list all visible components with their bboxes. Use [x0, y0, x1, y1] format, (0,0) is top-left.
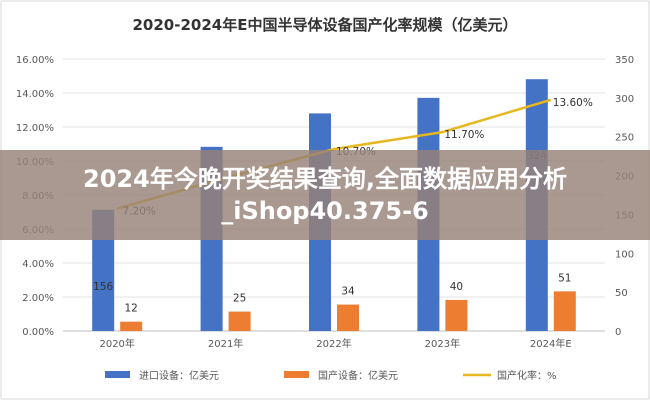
bar [553, 291, 576, 331]
y-left-tick-label: 16.00% [16, 55, 54, 66]
legend-swatch [105, 371, 130, 378]
y-right-tick-label: 350 [615, 55, 634, 66]
bar-data-label: 40 [450, 281, 463, 293]
y-right-tick-label: 250 [615, 133, 634, 144]
bar [445, 299, 468, 331]
y-left-tick-label: 4.00% [22, 259, 54, 270]
overlay-banner-text: 2024年今晚开奖结果查询,全面数据应用分析_iShop40.375-6 [83, 165, 567, 225]
bar [337, 304, 359, 331]
y-right-tick-label: 100 [615, 249, 634, 260]
x-tick-label: 2020年 [99, 337, 134, 350]
y-right-tick-label: 50 [615, 288, 628, 299]
chart-title: 2020-2024年E中国半导体设备国产化率规模（亿美元） [133, 16, 518, 34]
bar-data-label: 34 [341, 286, 355, 298]
y-left-tick-label: 0.00% [22, 327, 54, 338]
line-data-label: 11.70% [444, 129, 484, 141]
x-tick-label: 2021年 [208, 337, 243, 350]
bar-data-label: 156 [93, 281, 113, 293]
x-tick-label: 2023年 [425, 337, 460, 350]
line-data-label: 13.60% [553, 97, 593, 109]
legend-swatch [284, 371, 309, 378]
y-left-tick-label: 14.00% [16, 89, 54, 100]
bar-data-label: 12 [125, 303, 138, 315]
y-right-tick-label: 300 [615, 94, 634, 105]
y-left-tick-label: 2.00% [22, 293, 54, 304]
bar [92, 209, 115, 331]
bar [120, 321, 143, 331]
bar [228, 311, 251, 331]
x-tick-label: 2024年E [530, 337, 572, 350]
bar-data-label: 51 [558, 272, 571, 284]
bar-data-label: 25 [233, 293, 246, 305]
y-right-tick-label: 0 [615, 327, 621, 338]
legend-label: 进口设备：亿美元 [139, 369, 219, 382]
overlay-banner[interactable]: 2024年今晚开奖结果查询,全面数据应用分析_iShop40.375-6 [0, 150, 650, 240]
y-left-tick-label: 12.00% [16, 123, 54, 134]
legend-label: 国产设备：亿美元 [318, 369, 398, 382]
legend-label: 国产化率：% [497, 369, 557, 382]
x-tick-label: 2022年 [316, 337, 351, 350]
